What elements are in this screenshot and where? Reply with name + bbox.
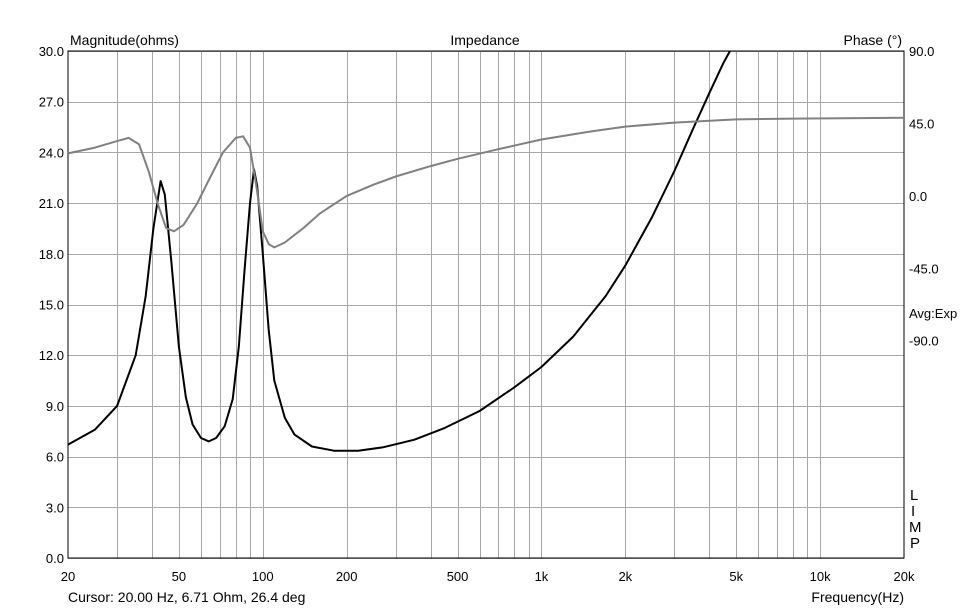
y2-tick-label: 0.0 — [909, 189, 927, 204]
y-tick-label: 30.0 — [39, 44, 64, 59]
series-lines — [67, 50, 905, 452]
y-tick-label: 27.0 — [39, 95, 64, 110]
limp-letter: L — [910, 487, 918, 504]
y2-tick-label: 45.0 — [909, 116, 934, 131]
chart-title: Impedance — [450, 32, 519, 48]
y-tick-label: 21.0 — [39, 196, 64, 211]
y-tick-label: 3.0 — [46, 500, 64, 515]
x-tick-labels: 20 50 100 200 500 1k 2k 5k 10k 20k — [61, 569, 915, 584]
x-tick-label: 5k — [729, 569, 743, 584]
phase-line — [67, 116, 905, 249]
x-tick-label: 2k — [618, 569, 632, 584]
x-tick-label: 10k — [810, 569, 831, 584]
x-tick-label: 200 — [336, 569, 358, 584]
y-tick-labels: 0.0 3.0 6.0 9.0 12.0 15.0 18.0 21.0 24.0 27.0 30.0 — [39, 44, 64, 566]
y2-tick-label: -90.0 — [909, 334, 939, 349]
y-tick-label: 15.0 — [39, 298, 64, 313]
limp-label: L I M P — [909, 487, 922, 552]
limp-letter: P — [910, 535, 920, 552]
limp-letter: M — [909, 519, 922, 536]
x-axis-label: Frequency(Hz) — [811, 589, 904, 605]
limp-letter: I — [911, 503, 915, 520]
y2-tick-labels: 90.0 45.0 0.0 -45.0 -90.0 — [909, 44, 939, 349]
y-tick-label: 12.0 — [39, 348, 64, 363]
x-tick-label: 1k — [535, 569, 549, 584]
plot-frame — [67, 50, 905, 559]
y2-tick-label: -45.0 — [909, 261, 939, 276]
y-tick-label: 6.0 — [46, 450, 64, 465]
x-tick-label: 20 — [61, 569, 75, 584]
y-tick-label: 24.0 — [39, 145, 64, 160]
grid-lines — [68, 51, 904, 559]
y-axis-label: Magnitude(ohms) — [70, 32, 179, 48]
y-tick-label: 18.0 — [39, 247, 64, 262]
y-tick-label: 0.0 — [46, 551, 64, 566]
cursor-readout: Cursor: 20.00 Hz, 6.71 Ohm, 26.4 deg — [68, 589, 305, 605]
magnitude-line — [67, 50, 731, 452]
avg-label: Avg:Exp — [909, 306, 957, 321]
y-tick-label: 9.0 — [46, 399, 64, 414]
y2-tick-label: 90.0 — [909, 44, 934, 59]
x-tick-label: 500 — [447, 569, 469, 584]
x-tick-label: 50 — [172, 569, 186, 584]
x-tick-label: 100 — [252, 569, 274, 584]
x-tick-label: 20k — [894, 569, 915, 584]
y2-axis-label: Phase (°) — [843, 32, 902, 48]
